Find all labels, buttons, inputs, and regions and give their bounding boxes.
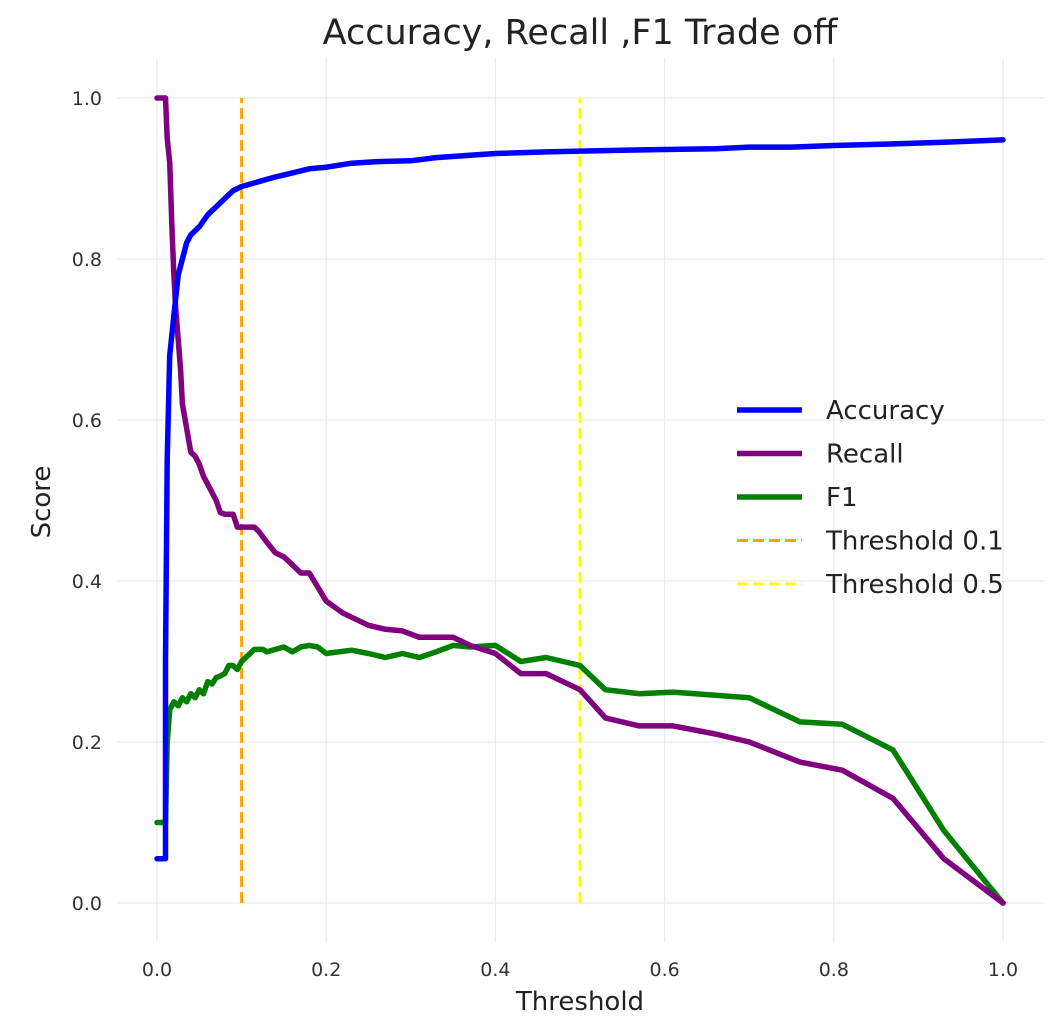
legend-label: Accuracy	[826, 396, 945, 426]
series-line-f1	[154, 642, 1006, 906]
y-tick-labels: 0.0 0.2 0.4 0.6 0.8 1.0	[72, 88, 102, 915]
x-tick-label: 0.8	[819, 959, 849, 981]
legend-label: Threshold 0.5	[825, 570, 1004, 600]
y-axis-title: Score	[27, 466, 57, 539]
x-tick-label: 0.6	[649, 959, 679, 981]
legend-label: Recall	[826, 440, 904, 470]
legend-label: F1	[826, 483, 858, 513]
series-lines	[154, 95, 1006, 906]
series-line-recall	[154, 95, 1006, 906]
y-tick-label: 0.8	[72, 249, 102, 271]
y-tick-label: 0.0	[72, 893, 102, 915]
x-axis-title: Threshold	[515, 987, 644, 1017]
y-tick-label: 1.0	[72, 88, 102, 110]
x-tick-label: 0.4	[480, 959, 510, 981]
x-tick-labels: 0.0 0.2 0.4 0.6 0.8 1.0	[142, 959, 1018, 981]
legend-label: Threshold 0.1	[825, 527, 1004, 557]
chart-title: Accuracy, Recall ,F1 Trade off	[323, 13, 839, 53]
y-tick-label: 0.4	[72, 571, 102, 593]
x-tick-label: 1.0	[988, 959, 1018, 981]
series-line-accuracy	[154, 137, 1006, 862]
x-tick-label: 0.0	[142, 959, 172, 981]
legend: Accuracy Recall F1 Threshold 0.1 Threshold 0…	[737, 396, 1004, 600]
y-tick-label: 0.2	[72, 732, 102, 754]
x-tick-label: 0.2	[311, 959, 341, 981]
y-tick-label: 0.6	[72, 410, 102, 432]
